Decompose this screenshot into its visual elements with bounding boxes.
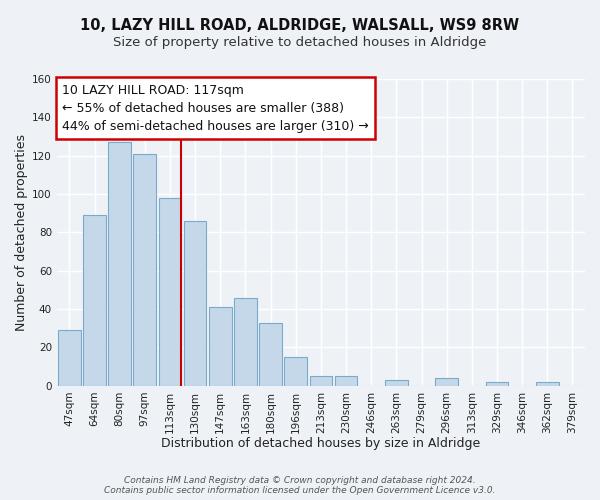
Bar: [109, 142, 131, 386]
X-axis label: Distribution of detached houses by size in Aldridge: Distribution of detached houses by size …: [161, 437, 481, 450]
Bar: [58, 330, 80, 386]
Bar: [485, 382, 508, 386]
Y-axis label: Number of detached properties: Number of detached properties: [15, 134, 28, 331]
Bar: [158, 198, 181, 386]
Bar: [335, 376, 358, 386]
Bar: [436, 378, 458, 386]
Text: 10 LAZY HILL ROAD: 117sqm
← 55% of detached houses are smaller (388)
44% of semi: 10 LAZY HILL ROAD: 117sqm ← 55% of detac…: [62, 84, 369, 132]
Bar: [83, 215, 106, 386]
Bar: [284, 357, 307, 386]
Bar: [133, 154, 156, 386]
Bar: [184, 221, 206, 386]
Text: Size of property relative to detached houses in Aldridge: Size of property relative to detached ho…: [113, 36, 487, 49]
Bar: [234, 298, 257, 386]
Text: Contains HM Land Registry data © Crown copyright and database right 2024.
Contai: Contains HM Land Registry data © Crown c…: [104, 476, 496, 495]
Bar: [310, 376, 332, 386]
Bar: [209, 307, 232, 386]
Bar: [385, 380, 407, 386]
Text: 10, LAZY HILL ROAD, ALDRIDGE, WALSALL, WS9 8RW: 10, LAZY HILL ROAD, ALDRIDGE, WALSALL, W…: [80, 18, 520, 32]
Bar: [259, 322, 282, 386]
Bar: [536, 382, 559, 386]
